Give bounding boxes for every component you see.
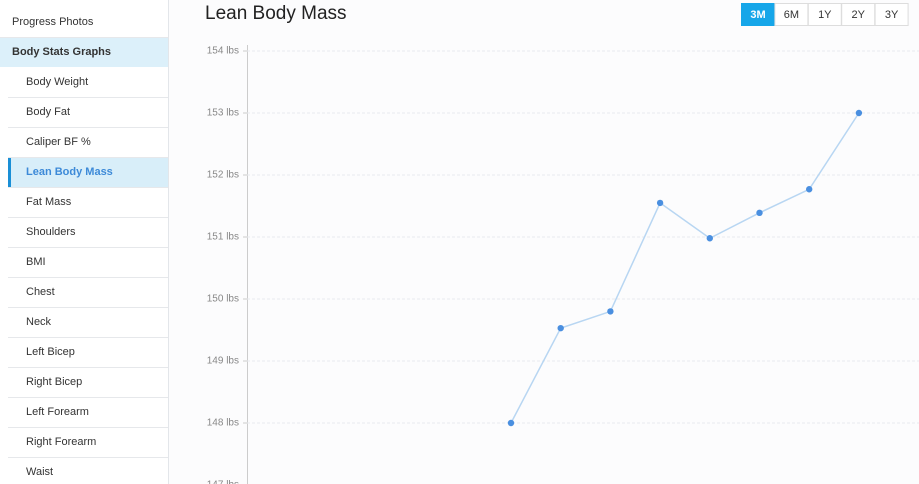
sidebar-item[interactable]: Fat Mass bbox=[26, 196, 72, 208]
content-area bbox=[169, 0, 919, 484]
y-tick-label: 149 lbs bbox=[207, 356, 239, 367]
sidebar-item[interactable]: Body Fat bbox=[26, 106, 70, 118]
y-tick-label: 154 lbs bbox=[207, 46, 239, 57]
data-point[interactable] bbox=[706, 235, 713, 242]
sidebar-item[interactable]: Left Bicep bbox=[26, 346, 75, 358]
sidebar-item[interactable]: Body Weight bbox=[26, 76, 88, 88]
range-button-label[interactable]: 1Y bbox=[818, 9, 832, 21]
sidebar-item[interactable]: Caliper BF % bbox=[26, 136, 91, 148]
series-line bbox=[510, 112, 860, 424]
range-button-label[interactable]: 3M bbox=[750, 9, 765, 21]
section-header-bg[interactable] bbox=[0, 38, 168, 67]
sidebar-item[interactable]: Shoulders bbox=[26, 226, 76, 238]
y-tick-label: 148 lbs bbox=[207, 418, 239, 429]
range-button-label[interactable]: 6M bbox=[784, 9, 799, 21]
y-tick-label: 150 lbs bbox=[207, 294, 239, 305]
sidebar-item[interactable]: Right Bicep bbox=[26, 376, 82, 388]
y-tick-label: 151 lbs bbox=[207, 232, 239, 243]
range-button-label[interactable]: 3Y bbox=[885, 9, 899, 21]
data-point[interactable] bbox=[507, 419, 515, 427]
active-item-bg[interactable] bbox=[8, 158, 168, 187]
data-point[interactable] bbox=[557, 324, 564, 332]
sidebar-item[interactable]: Right Forearm bbox=[26, 436, 96, 448]
section-header[interactable]: Body Stats Graphs bbox=[12, 46, 111, 58]
sidebar-item[interactable]: Waist bbox=[26, 466, 53, 478]
sidebar-item-bg[interactable] bbox=[0, 0, 168, 37]
y-tick-label: 152 lbs bbox=[207, 170, 239, 181]
range-button-label[interactable]: 2Y bbox=[851, 9, 865, 21]
y-tick-label: 147 lbs bbox=[207, 480, 239, 484]
data-point[interactable] bbox=[656, 199, 664, 207]
data-point[interactable] bbox=[806, 186, 813, 193]
y-tick-label: 153 lbs bbox=[207, 108, 239, 119]
sidebar-item[interactable]: Lean Body Mass bbox=[26, 166, 113, 178]
chart-title: Lean Body Mass bbox=[205, 3, 347, 24]
data-point[interactable] bbox=[607, 308, 614, 315]
data-point[interactable] bbox=[855, 109, 863, 117]
sidebar-item[interactable]: Left Forearm bbox=[26, 406, 89, 418]
sidebar-item[interactable]: BMI bbox=[26, 256, 46, 268]
range-button[interactable] bbox=[874, 3, 909, 26]
sidebar-item[interactable]: Neck bbox=[26, 316, 52, 328]
data-point[interactable] bbox=[756, 209, 763, 217]
sidebar-item[interactable]: Chest bbox=[26, 286, 55, 298]
sidebar-item[interactable]: Progress Photos bbox=[12, 16, 94, 28]
active-indicator bbox=[8, 158, 11, 187]
